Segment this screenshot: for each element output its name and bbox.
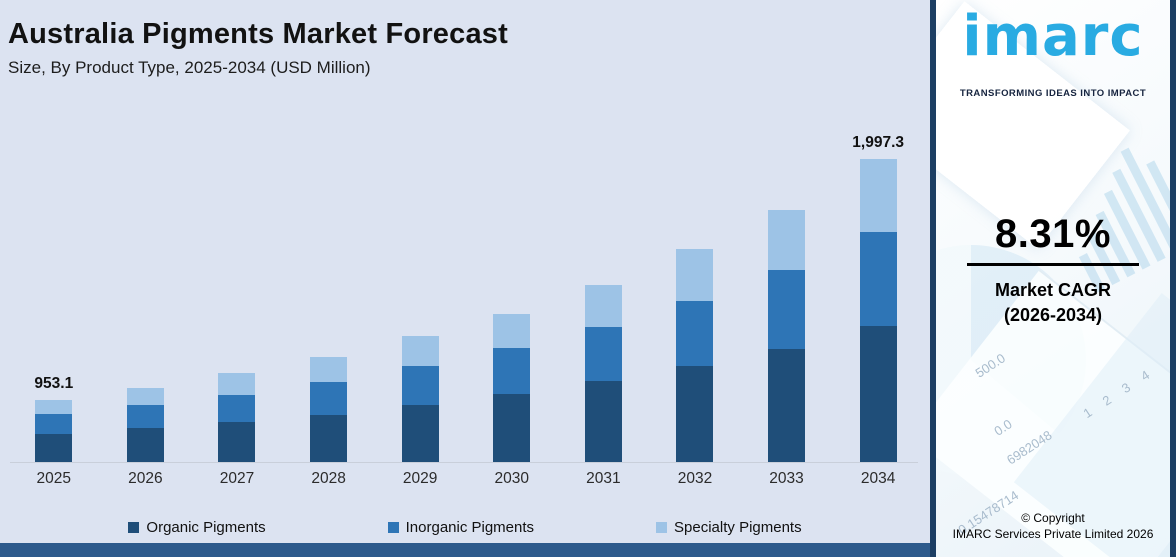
data-label-2034: 1,997.3 (852, 133, 904, 151)
segment-specialty-pigments (401, 336, 439, 367)
legend-item-organic-pigments: Organic Pigments (128, 519, 266, 536)
segment-organic-pigments (126, 427, 164, 462)
bar-plot-area: 953.1 1,997.3 (8, 122, 924, 462)
logo-tagline: TRANSFORMING IDEAS INTO IMPACT (959, 88, 1147, 99)
stacked-bar-2026 (126, 387, 164, 462)
bar-column-2027 (191, 122, 283, 462)
segment-inorganic-pigments (493, 348, 531, 394)
bar-column-2025: 953.1 (8, 122, 100, 462)
segment-organic-pigments (493, 393, 531, 462)
bar-column-2028 (283, 122, 375, 462)
segment-inorganic-pigments (401, 366, 439, 405)
segment-organic-pigments (35, 434, 73, 462)
x-tick-2026: 2026 (128, 470, 163, 487)
legend-marker-icon (387, 522, 399, 533)
segment-inorganic-pigments (218, 394, 256, 423)
panel-left-border (930, 0, 936, 557)
bar-column-2030 (466, 122, 558, 462)
chart-title: Australia Pigments Market Forecast (8, 18, 508, 50)
segment-organic-pigments (768, 348, 806, 462)
segment-inorganic-pigments (584, 326, 622, 382)
segment-specialty-pigments (35, 399, 73, 415)
stacked-bar-2032 (676, 249, 714, 462)
bar-column-2033 (741, 122, 833, 462)
copyright: © Copyright IMARC Services Private Limit… (936, 510, 1170, 542)
segment-specialty-pigments (493, 313, 531, 349)
x-tick-2029: 2029 (402, 470, 438, 487)
legend-marker-icon (656, 522, 668, 533)
panel-right-border (1170, 0, 1176, 557)
x-tick-2032: 2032 (677, 470, 713, 487)
legend-marker-icon (128, 522, 140, 533)
x-axis-line (10, 462, 918, 463)
stacked-bar-2034 (859, 158, 897, 462)
segment-inorganic-pigments (310, 382, 348, 415)
imarc-logo: imarc (962, 4, 1144, 69)
cagr-block: 8.31% Market CAGR (2026-2034) (936, 212, 1170, 328)
bar-column-2031 (558, 122, 650, 462)
legend-label: Organic Pigments (146, 519, 266, 536)
cagr-divider (967, 263, 1139, 266)
segment-inorganic-pigments (126, 405, 164, 428)
x-tick-2025: 2025 (36, 470, 72, 487)
branding-panel: 500.0 0.0 1 2 3 4 6982048 0.15478714 ima… (936, 0, 1170, 557)
segment-inorganic-pigments (35, 414, 73, 435)
segment-organic-pigments (310, 414, 348, 462)
segment-specialty-pigments (584, 285, 622, 327)
copyright-line2: IMARC Services Private Limited 2026 (952, 527, 1154, 541)
bar-column-2029 (374, 122, 466, 462)
cagr-label: Market CAGR (994, 280, 1112, 300)
segment-specialty-pigments (310, 356, 348, 383)
segment-specialty-pigments (859, 158, 897, 233)
segment-organic-pigments (401, 404, 439, 462)
bar-column-2032 (649, 122, 741, 462)
segment-inorganic-pigments (768, 269, 806, 349)
x-tick-2033: 2033 (769, 470, 804, 487)
x-tick-2031: 2031 (586, 470, 621, 487)
legend-item-specialty-pigments: Specialty Pigments (656, 519, 802, 536)
segment-specialty-pigments (126, 387, 164, 406)
bar-column-2026 (100, 122, 192, 462)
legend-label: Inorganic Pigments (405, 519, 535, 536)
chart-legend: Organic Pigments Inorganic Pigments Specia… (0, 519, 930, 536)
x-tick-2028: 2028 (311, 470, 346, 487)
data-label-2025: 953.1 (34, 374, 74, 392)
stacked-bar-2030 (493, 313, 531, 462)
segment-specialty-pigments (676, 249, 714, 301)
segment-organic-pigments (584, 381, 622, 462)
stacked-bar-2033 (768, 209, 806, 462)
stacked-bar-2025 (35, 399, 73, 462)
segment-organic-pigments (859, 325, 897, 462)
stacked-bar-2027 (218, 373, 256, 462)
bottom-accent-strip (0, 543, 930, 557)
segment-inorganic-pigments (676, 300, 714, 366)
cagr-period: (2026-2034) (1003, 305, 1103, 325)
chart-region: Australia Pigments Market Forecast Size,… (0, 18, 930, 557)
segment-organic-pigments (676, 365, 714, 462)
legend-item-inorganic-pigments: Inorganic Pigments (387, 519, 535, 536)
segment-specialty-pigments (218, 373, 256, 395)
x-tick-2027: 2027 (219, 470, 255, 487)
stacked-bar-2029 (401, 336, 439, 462)
segment-specialty-pigments (768, 209, 806, 270)
stacked-bar-2031 (584, 285, 622, 462)
legend-label: Specialty Pigments (674, 519, 802, 536)
segment-organic-pigments (218, 422, 256, 462)
chart-subtitle: Size, By Product Type, 2025-2034 (USD Mi… (8, 58, 371, 77)
x-axis-labels: 2025 2026 2027 2028 2029 2030 2031 2032 2033 2034 (8, 470, 924, 488)
x-tick-2034: 2034 (860, 470, 896, 487)
stacked-bar-2028 (310, 356, 348, 462)
bar-column-2034: 1,997.3 (832, 122, 924, 462)
cagr-value: 8.31% (995, 212, 1111, 256)
copyright-line1: © Copyright (1021, 511, 1085, 525)
segment-inorganic-pigments (859, 232, 897, 326)
x-tick-2030: 2030 (494, 470, 529, 487)
